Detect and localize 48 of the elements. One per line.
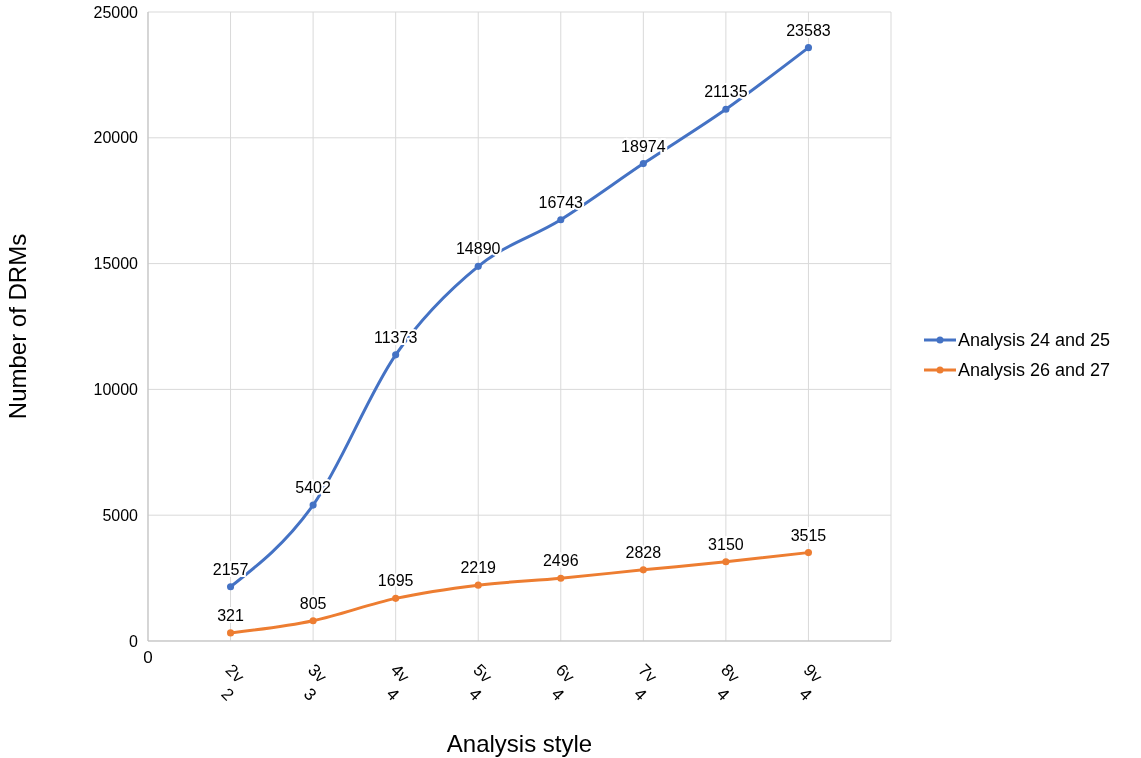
data-label: 321: [217, 606, 244, 624]
y-tick-label: 20000: [93, 129, 139, 147]
point: [804, 44, 813, 52]
point: [392, 351, 400, 359]
point: [639, 160, 647, 168]
data-label: 16743: [538, 193, 584, 211]
point: [804, 549, 813, 557]
point: [639, 566, 647, 574]
x-tick-label: 8v 4: [712, 660, 744, 705]
legend-label: Analysis 24 and 25: [958, 330, 1111, 350]
point: [392, 594, 400, 602]
data-label: 3515: [790, 526, 827, 544]
y-tick-label: 5000: [102, 506, 139, 524]
point: [474, 581, 482, 589]
x-tick-label: 9v 4: [795, 660, 827, 705]
point: [474, 262, 482, 270]
data-label: 21135: [704, 83, 748, 101]
x-axis-title: Analysis style: [446, 730, 593, 757]
x-tick-label: 4v 4: [382, 660, 414, 705]
point: [309, 617, 317, 625]
data-label: 805: [299, 594, 327, 612]
x-tick-label: 3v 3: [300, 660, 331, 705]
x-tick-label: 2v 2: [217, 660, 249, 705]
data-label: 14890: [455, 240, 501, 258]
data-label: 23583: [786, 21, 831, 39]
data-label: 2828: [625, 543, 662, 561]
point: [722, 558, 730, 566]
point: [309, 501, 317, 509]
point: [557, 216, 565, 224]
x-tick-label: 5v 4: [465, 660, 496, 705]
point: [226, 629, 235, 637]
data-label: 3150: [708, 535, 744, 553]
data-label: 2157: [212, 560, 249, 578]
point: [226, 583, 235, 591]
y-axis-title: Number of DRMs: [4, 233, 31, 420]
point: [722, 105, 730, 113]
y-tick-label: 10000: [93, 381, 139, 399]
x-tick-label: 7v 4: [630, 660, 661, 705]
point: [557, 574, 565, 582]
y-tick-label: 25000: [93, 3, 139, 21]
data-label: 18974: [621, 137, 666, 155]
x-tick-label: 6v 4: [547, 660, 579, 705]
data-label: 2219: [460, 559, 497, 577]
y-tick-label: 15000: [93, 255, 139, 273]
legend-label: Analysis 26 and 27: [958, 360, 1111, 380]
data-label: 1695: [377, 572, 414, 590]
data-label: 2496: [542, 552, 579, 570]
category-label: 0: [143, 648, 153, 667]
